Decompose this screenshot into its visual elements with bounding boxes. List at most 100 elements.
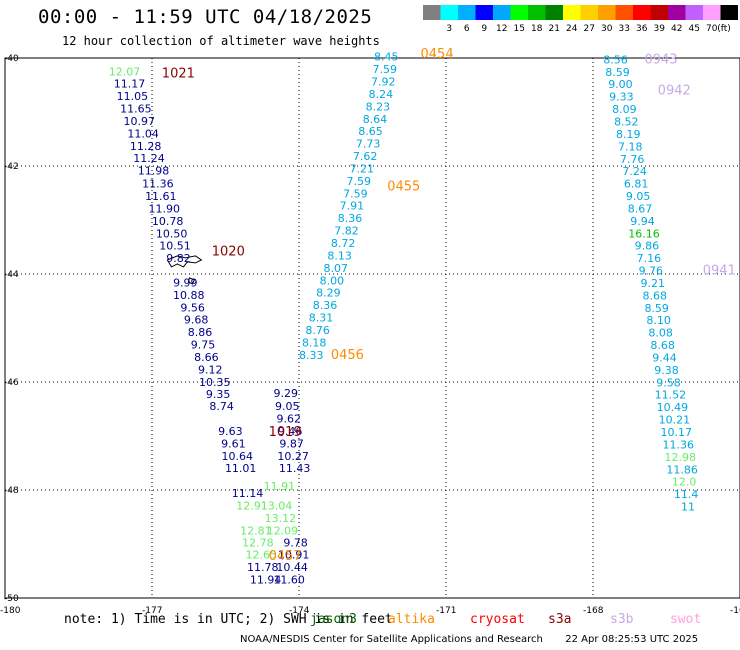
legend-label: 24: [566, 24, 578, 34]
satellite-swot: swot: [670, 612, 702, 627]
swh-value: 9.33: [609, 91, 634, 104]
swh-value: 8.59: [605, 66, 630, 79]
swh-value: 8.23: [366, 100, 391, 113]
legend-unit: (ft): [717, 24, 731, 34]
swh-value: 9.05: [275, 400, 300, 413]
swh-value: 9.21: [641, 277, 666, 290]
lon-tick-label: -168: [583, 606, 604, 616]
swh-value: 13.12: [265, 512, 297, 525]
swh-value: 11.4: [674, 488, 699, 501]
swh-value: 11.36: [663, 438, 695, 451]
pass-time-label: 0457: [269, 549, 302, 564]
swh-value: 9.05: [626, 190, 651, 203]
pass-time-label: 0941: [703, 264, 736, 279]
swh-value: 8.45: [374, 51, 399, 64]
pass-time-label: 0454: [421, 47, 454, 62]
swh-value: 7.21: [349, 162, 374, 175]
swh-value: 8.18: [302, 336, 327, 349]
swh-value: 8.67: [628, 202, 653, 215]
swh-value: 11.90: [149, 202, 181, 215]
swh-value: 12.0: [672, 476, 697, 489]
swh-value: 10.17: [661, 426, 693, 439]
legend-label: 18: [531, 24, 543, 34]
swh-value: 11.78: [247, 561, 279, 574]
lat-tick-label: -42: [4, 162, 19, 172]
swh-value: 11.98: [138, 165, 170, 178]
note-text: note: 1) Time is in UTC; 2) SWH is in fe…: [64, 612, 393, 627]
legend-label: 15: [514, 24, 525, 34]
swh-value: 10.49: [657, 401, 689, 414]
legend-swatch: [703, 5, 721, 20]
lat-tick-label: -44: [4, 270, 19, 280]
swh-value: 7.59: [373, 63, 398, 76]
legend-label: 9: [481, 24, 487, 34]
swh-value: 11.43: [279, 462, 311, 475]
legend-label: 70: [706, 24, 718, 34]
swh-value: 11.65: [120, 103, 152, 116]
swh-value: 11: [681, 501, 695, 514]
map-frame: [4, 57, 740, 599]
swh-value: 11.05: [117, 90, 149, 103]
swh-value: 9.61: [221, 437, 246, 450]
lon-tick-label: -177: [142, 606, 162, 616]
swh-value: 16.16: [628, 227, 660, 240]
swh-value: 10.78: [152, 215, 184, 228]
legend-swatch: [650, 5, 668, 20]
swh-value: 12.98: [664, 451, 696, 464]
swh-value: 8.65: [358, 125, 383, 138]
swh-value: 8.56: [603, 53, 628, 66]
swh-value: 9.56: [180, 301, 205, 314]
lon-tick-label: -165: [730, 606, 740, 616]
swh-value: 10.21: [659, 414, 691, 427]
satellite-jason3: jason3: [310, 612, 357, 627]
swh-value: 9.75: [191, 339, 216, 352]
swh-value: 9.78: [283, 537, 308, 550]
track-1: 11.6010.4410.919.789.299.059.629.469.871…: [273, 387, 310, 586]
legend-swatch: [423, 5, 441, 20]
lat-tick-label: -50: [4, 594, 19, 604]
legend-swatch: [510, 5, 528, 20]
page-subtitle: 12 hour collection of altimeter wave hei…: [62, 34, 380, 48]
pass-time-label: 1021: [162, 66, 195, 81]
track-3: 8.457.597.928.248.238.648.657.737.627.21…: [299, 51, 398, 362]
swh-value: 7.59: [343, 187, 368, 200]
swh-value: 7.62: [353, 150, 378, 163]
swh-value: 8.07: [324, 262, 349, 275]
swh-value: 12.91: [236, 499, 268, 512]
swh-value: 9.63: [218, 425, 243, 438]
swh-value: 7.24: [622, 165, 647, 178]
swh-value: 7.18: [618, 140, 643, 153]
lat-tick-label: -46: [4, 378, 19, 388]
swh-value: 10.64: [222, 450, 254, 463]
swh-value: 11.91: [264, 480, 296, 493]
legend-swatch: [598, 5, 616, 20]
legend-swatch: [458, 5, 476, 20]
swh-value: 12.81: [240, 524, 272, 537]
swh-value: 12.09: [267, 524, 299, 537]
footer-credit: NOAA/NESDIS Center for Satellite Applica…: [240, 634, 543, 645]
pass-time-label: 1019: [269, 425, 302, 440]
swh-value: 11.24: [133, 152, 165, 165]
legend-label: 39: [654, 24, 666, 34]
legend-swatch: [685, 5, 703, 20]
swh-value: 9.12: [198, 363, 223, 376]
track-0: 12.0711.1711.0511.6510.9711.0411.2811.24…: [109, 65, 282, 586]
lon-tick-label: -174: [289, 606, 310, 616]
swh-value: 8.09: [612, 103, 637, 116]
swh-value: 9.46: [278, 425, 303, 438]
footer: NOAA/NESDIS Center for Satellite Applica…: [240, 634, 698, 645]
legend-label: 27: [584, 24, 595, 34]
legend-swatch: [440, 5, 458, 20]
footer-timestamp: 22 Apr 08:25:53 UTC 2025: [565, 634, 699, 645]
legend-label: 6: [464, 24, 470, 34]
swh-value: 10.35: [199, 376, 231, 389]
swh-value: 9.29: [274, 387, 299, 400]
legend-swatch: [493, 5, 511, 20]
swh-value: 10.91: [278, 549, 310, 562]
legend-label: 12: [496, 24, 507, 34]
pass-time-label: 0943: [644, 52, 677, 67]
swh-value: 8.59: [644, 302, 669, 315]
swh-value: 9.94: [630, 215, 655, 228]
